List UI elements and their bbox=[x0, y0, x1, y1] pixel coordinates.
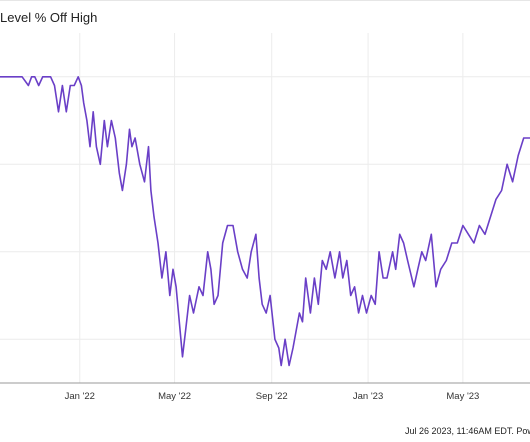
series-line bbox=[0, 76, 530, 367]
x-tick-label: Jan '22 bbox=[65, 391, 95, 402]
x-tick-label: Jan '23 bbox=[353, 391, 383, 402]
x-tick-label: May '23 bbox=[446, 391, 479, 402]
footer-timestamp: Jul 26 2023, 11:46AM EDT. Powere bbox=[405, 426, 530, 436]
chart-title: Level % Off High bbox=[0, 10, 98, 25]
x-tick-label: May '22 bbox=[158, 391, 191, 402]
x-tick-labels: Jan '22 May '22 Sep '22 Jan '23 May '23 bbox=[65, 391, 480, 402]
top-rule bbox=[0, 0, 530, 1]
x-tick-label: Sep '22 bbox=[256, 391, 288, 402]
x-gridlines bbox=[79, 33, 464, 383]
y-gridlines bbox=[0, 76, 530, 340]
